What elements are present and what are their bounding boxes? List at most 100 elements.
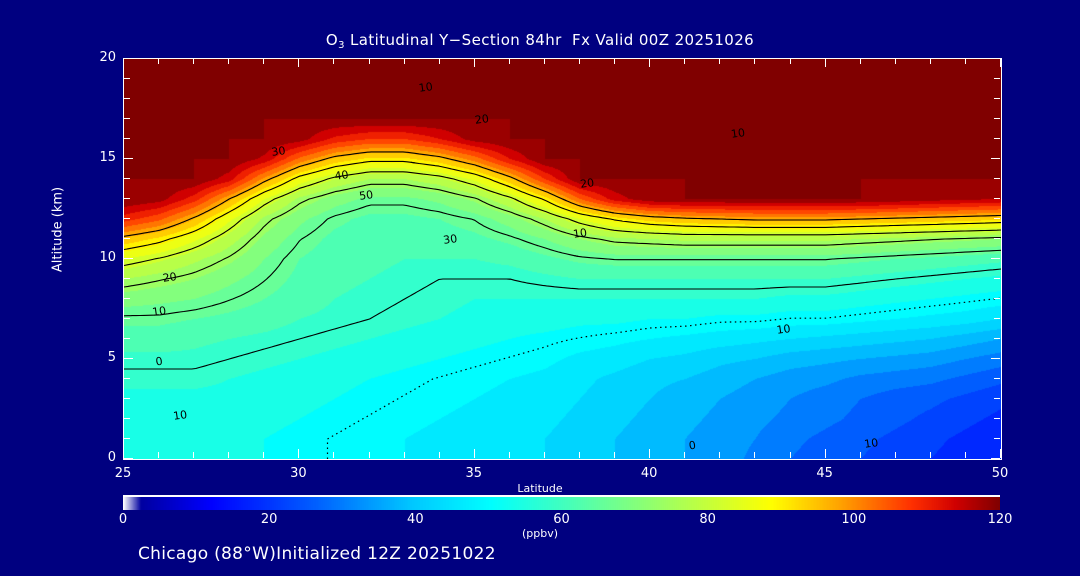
contour-label: 40 [334, 168, 350, 183]
contour-label: 30 [442, 232, 458, 247]
y-axis-tick [124, 118, 130, 119]
x-axis-tick [473, 449, 475, 458]
y-axis-tick-right [994, 218, 1000, 219]
x-axis-tick-top [859, 58, 861, 64]
x-axis-tick-top [298, 58, 300, 67]
y-axis-tick-label: 0 [107, 450, 116, 465]
contour-label: 10 [730, 126, 746, 141]
x-axis-tick-top [123, 58, 124, 67]
plot-area: 10 20 30 40 50 10 20 30 20 10 10 10 0 10 0 10 [123, 58, 1002, 460]
contour-label: 50 [358, 188, 374, 203]
title-text: Latitudinal Y−Section 84hr Fx Valid 00Z … [350, 31, 755, 49]
y-axis-tick [124, 78, 130, 79]
x-axis-tick [508, 452, 510, 458]
x-axis-tick [298, 449, 300, 458]
contour-label: 20 [474, 112, 490, 127]
x-axis-tick [719, 452, 721, 458]
x-axis-tick [193, 452, 195, 458]
x-axis-tick-labels: 25 30 35 40 45 50 [0, 466, 1080, 486]
x-axis-tick [123, 449, 124, 458]
x-axis-tick-top [579, 58, 581, 64]
contour-line [410, 161, 416, 164]
y-axis-tick-label: 15 [99, 150, 116, 165]
y-axis-tick [124, 338, 130, 339]
contour-label: 10 [172, 408, 188, 423]
colorbar [123, 497, 1000, 510]
contour-label: 10 [776, 322, 792, 337]
x-axis-tick-top [158, 58, 160, 64]
colorbar-gradient [123, 497, 1000, 510]
y-axis-tick-right [994, 298, 1000, 299]
y-axis-tick-right [994, 138, 1000, 139]
y-axis-tick [124, 278, 130, 279]
y-axis-tick-right [994, 118, 1000, 119]
x-axis-tick-top [824, 58, 826, 67]
x-axis-tick [543, 452, 545, 458]
x-axis-tick-top [508, 58, 510, 64]
x-axis-tick-top [263, 58, 265, 64]
x-axis-tick [368, 452, 370, 458]
colorbar-tick-label: 60 [553, 512, 570, 527]
y-axis-tick [124, 98, 130, 99]
y-axis-tick [124, 438, 130, 439]
y-axis-tick-right [994, 398, 1000, 399]
y-axis-tick [124, 398, 130, 399]
contour-label: 20 [162, 270, 178, 285]
y-axis-tick-right [994, 178, 1000, 179]
y-axis-tick-right [994, 78, 1000, 79]
y-axis-tick-right [991, 458, 1000, 459]
colorbar-tick-label: 100 [841, 512, 867, 527]
x-axis-tick-label: 30 [290, 466, 307, 481]
contour-line [124, 151, 1001, 237]
x-axis-tick-label: 50 [991, 466, 1009, 481]
colorbar-units-label: (ppbv) [521, 527, 559, 540]
x-axis-tick-top [333, 58, 335, 64]
x-axis-tick-label: 45 [816, 466, 833, 481]
contour-line [124, 171, 1001, 267]
y-axis-tick-right [991, 258, 1000, 259]
contour-label: 10 [418, 80, 434, 95]
x-axis-tick-top [894, 58, 896, 64]
x-axis-tick [649, 449, 651, 458]
colorbar-tick-label: 80 [699, 512, 716, 527]
colorbar-tick-labels: 0 20 40 60 80 100 120 [0, 512, 1080, 530]
ozone-contour-fill [124, 59, 1001, 459]
x-axis-tick-top [193, 58, 195, 64]
y-axis-tick [124, 298, 130, 299]
colorbar-tick-label: 120 [987, 512, 1013, 527]
contour-line [124, 183, 1001, 288]
y-axis-tick [124, 58, 133, 59]
contour-label: 10 [572, 226, 588, 241]
x-axis-tick [859, 452, 861, 458]
x-axis-tick [929, 452, 931, 458]
y-axis-tick-right [994, 418, 1000, 419]
x-axis-tick-top [228, 58, 230, 64]
contour-line [574, 255, 579, 257]
y-axis-title: Altitude (km) [50, 186, 66, 273]
x-axis-tick-top [614, 58, 616, 64]
x-axis-tick-top [543, 58, 545, 64]
contour-line [562, 198, 567, 202]
y-axis-tick [124, 318, 130, 319]
x-axis-tick [684, 452, 686, 458]
y-axis-tick-label: 20 [99, 50, 116, 65]
x-axis-tick-label: 25 [114, 466, 132, 481]
y-axis-tick-right [994, 438, 1000, 439]
y-axis-tick-labels: 0 5 10 15 20 [80, 0, 116, 576]
x-axis-tick-top [1000, 58, 1001, 67]
title-species-subscript: 3 [338, 40, 345, 51]
x-axis-tick-top [929, 58, 931, 64]
x-axis-tick-top [964, 58, 966, 64]
contour-line [124, 268, 1001, 370]
y-axis-tick [124, 418, 130, 419]
contour-line [506, 185, 511, 188]
contour-line [610, 211, 615, 214]
y-axis-tick-right [994, 278, 1000, 279]
x-axis-tick [579, 452, 581, 458]
y-axis-tick-right [994, 378, 1000, 379]
y-axis-tick [124, 458, 133, 459]
contour-line [124, 160, 1001, 251]
y-axis-tick [124, 218, 130, 219]
x-axis-tick-top [403, 58, 405, 64]
colorbar-tick-label: 40 [407, 512, 424, 527]
